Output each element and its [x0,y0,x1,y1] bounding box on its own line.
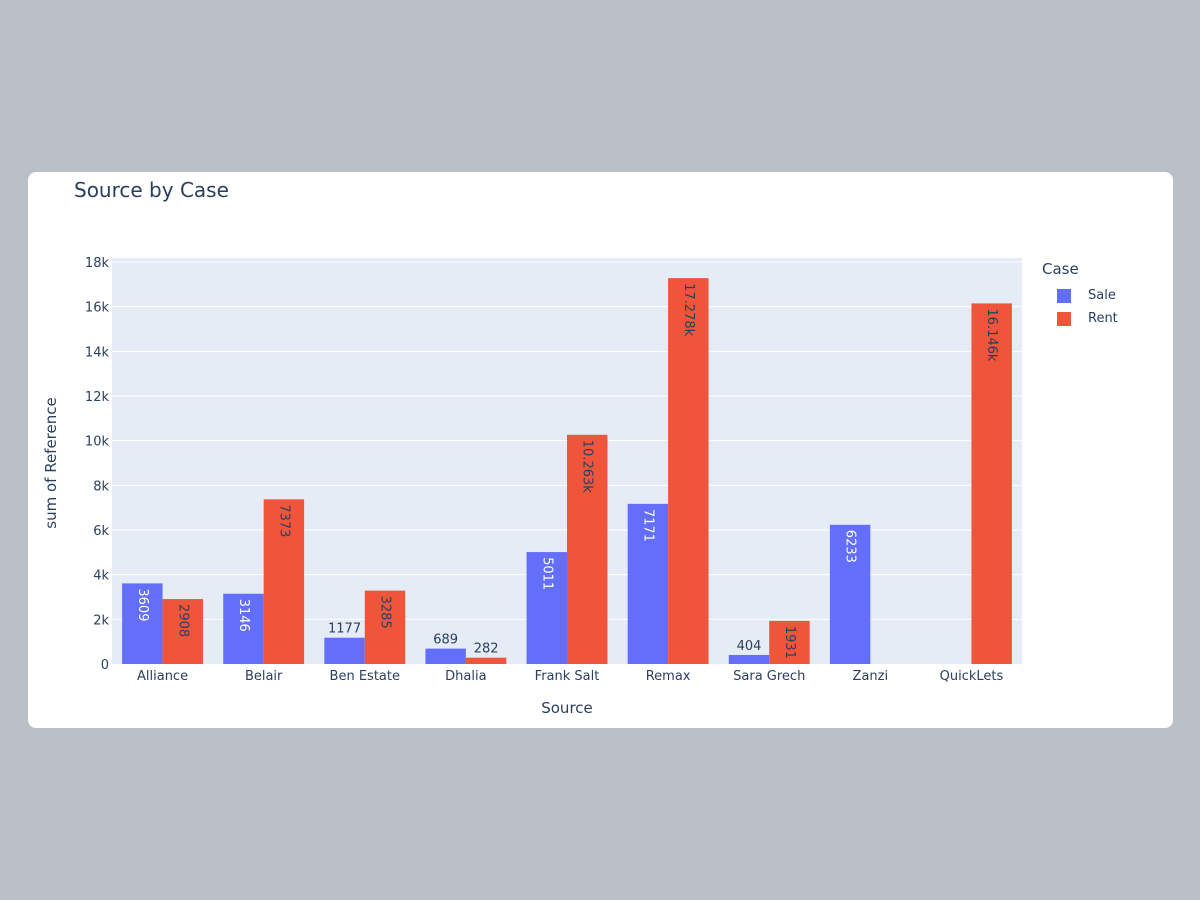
legend-label: Sale [1088,288,1116,303]
data-label: 282 [474,642,499,657]
bar-sale [324,637,365,664]
chart-card: 0 2k 4k 6k 8k 10k 12k 14k 16k 18k Alliance Belair Be… [28,172,1173,728]
x-tick-label: Frank Salt [535,669,600,684]
legend-swatch [1057,288,1071,303]
x-tick-label: Dhalia [445,669,486,684]
y-tick-label: 16k [85,301,110,316]
y-tick-label: 6k [93,524,109,539]
legend-item-sale[interactable]: Sale [1042,284,1118,307]
legend-item-rent[interactable]: Rent [1042,307,1118,330]
x-axis-title: Source [541,699,593,717]
data-label: 7373 [276,504,291,537]
bar-rent [263,499,305,664]
bar-rent [769,620,810,664]
legend-swatch [1057,311,1071,326]
bar-chart: 0 2k 4k 6k 8k 10k 12k 14k 16k 18k Alliance Belair Be… [42,256,1022,717]
bar-sale [829,524,871,664]
legend: Case Sale Rent [1042,260,1118,330]
y-tick-label: 4k [93,569,109,584]
y-tick-label: 2k [93,613,109,628]
data-label: 3146 [236,599,251,632]
data-label: 1931 [782,626,797,659]
y-tick-label: 0 [101,658,109,673]
bar-sale [223,593,264,664]
data-label: 17.278k [681,283,696,336]
data-label: 16.146k [984,308,999,361]
data-label: 10.263k [580,440,595,493]
y-tick-label: 8k [93,479,109,494]
bar-rent [971,303,1012,664]
x-tick-label: Ben Estate [330,669,400,684]
bar-sale [526,552,567,664]
data-label: 689 [433,633,458,648]
bar-rent [364,590,406,664]
bar-sale [122,583,163,664]
y-tick-label: 14k [85,345,110,360]
x-tick-label: Belair [245,669,283,684]
y-axis-title: sum of Reference [42,397,60,528]
bar-sale [728,654,770,664]
bar-rent [668,278,709,664]
x-tick-label: Remax [646,669,691,684]
data-label: 1177 [328,622,361,637]
x-tick-label: QuickLets [940,669,1004,684]
y-tick-label: 12k [85,390,110,405]
x-tick-label: Alliance [137,669,188,684]
x-tick-label: Sara Grech [733,669,805,684]
data-label: 3285 [378,596,393,629]
bar-rent [567,434,608,664]
data-label: 6233 [843,530,858,563]
bar-sale [627,503,669,664]
bar-sale [425,648,466,664]
bar-rent [162,599,203,664]
legend-label: Rent [1088,311,1118,326]
y-tick-label: 10k [85,435,110,450]
chart-title: Source by Case [74,178,229,202]
data-label: 7171 [640,509,655,542]
y-tick-label: 18k [85,256,110,271]
data-label: 3609 [135,588,150,621]
bar-rent [465,657,507,664]
legend-title: Case [1042,260,1079,278]
data-label: 2908 [175,604,190,637]
data-label: 5011 [539,557,554,590]
x-tick-label: Zanzi [853,669,889,684]
data-label: 404 [737,639,762,654]
